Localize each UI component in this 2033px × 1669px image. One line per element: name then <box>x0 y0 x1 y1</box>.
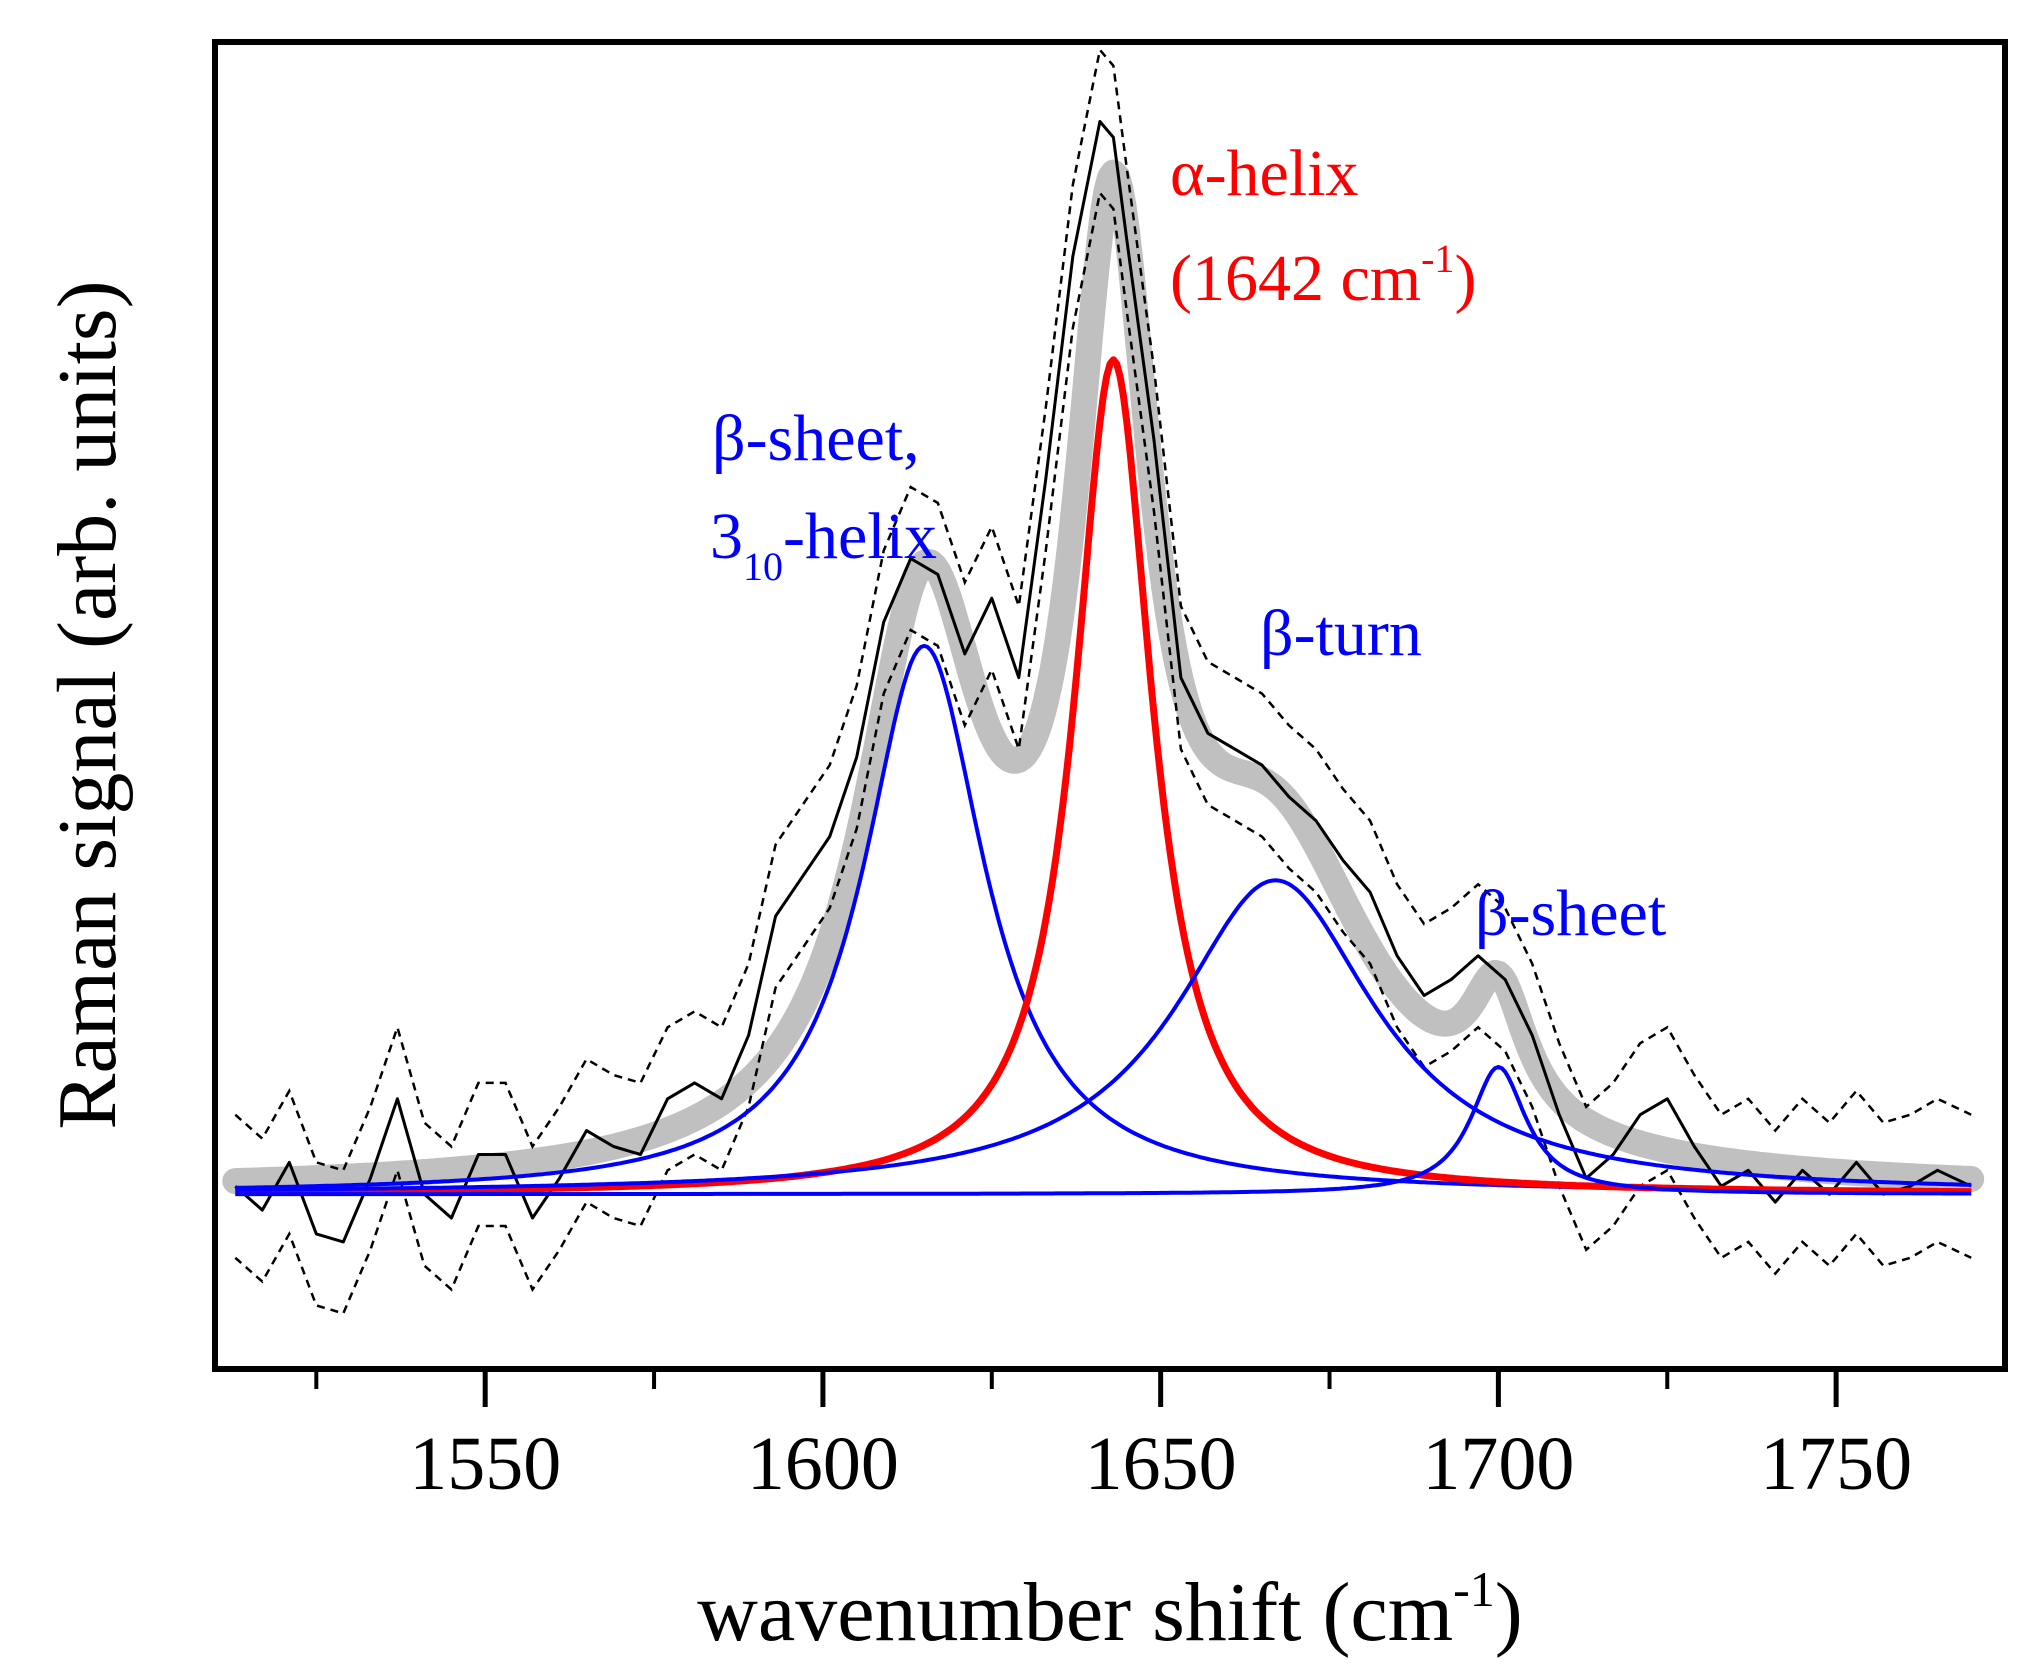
x-tick-label: 1550 <box>409 1422 561 1506</box>
beta-turn-label: β-turn <box>1260 597 1422 670</box>
beta-sheet-310-label: β-sheet, <box>712 402 920 475</box>
alpha-helix-label: α-helix <box>1170 137 1359 210</box>
beta-turn-component <box>235 878 1972 1192</box>
x-tick-label: 1600 <box>747 1422 899 1506</box>
x-axis-title: wavenumber shift (cm-1) <box>697 1561 1522 1659</box>
x-tick-label: 1700 <box>1422 1422 1574 1506</box>
beta-sheet-label: β-sheet <box>1475 877 1666 950</box>
lower-confidence-band <box>234 190 1972 1315</box>
upper-confidence-band <box>234 47 1972 1172</box>
beta-sheet-component <box>235 1065 1972 1197</box>
beta-sheet-310-component <box>235 643 1972 1194</box>
x-tick-label: 1650 <box>1085 1422 1237 1506</box>
alpha-helix-component <box>235 356 1972 1196</box>
alpha-helix-wavenumber-label: (1642 cm-1) <box>1170 236 1476 315</box>
x-tick-label: 1750 <box>1760 1422 1912 1506</box>
x-axis-ticks: 1550 1600 1650 1700 1750 <box>314 1369 1912 1506</box>
helix-310-label: 310-helix <box>710 500 937 589</box>
plot-frame <box>212 39 2008 1372</box>
series-layer <box>222 47 1985 1315</box>
y-axis-title: Raman signal (arb. units) <box>41 280 134 1129</box>
fit-curve <box>222 159 1985 1195</box>
raw-spectrum-line <box>234 120 1972 1244</box>
